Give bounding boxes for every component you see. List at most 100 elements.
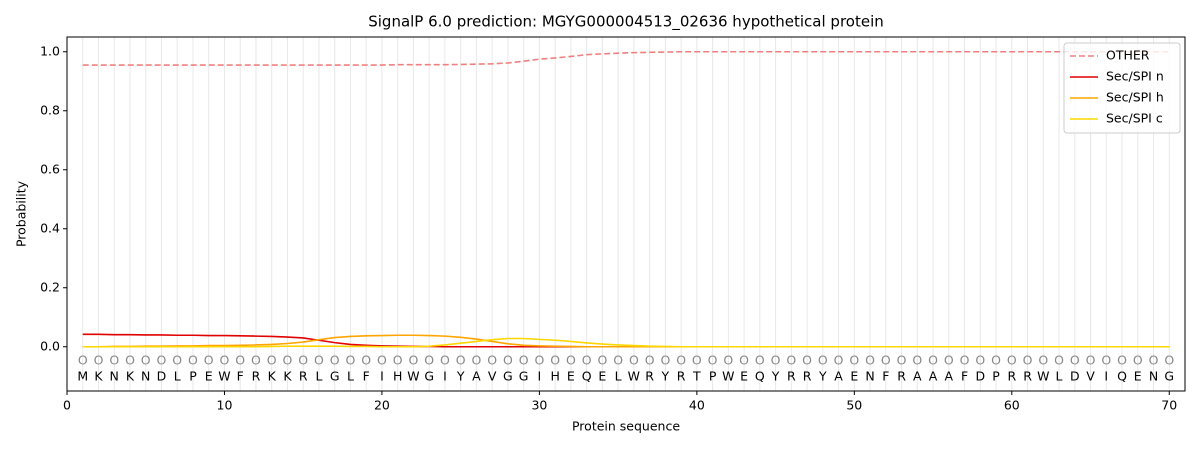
predicted-label: O <box>660 353 670 368</box>
residue: A <box>929 369 938 384</box>
residue: R <box>787 369 796 384</box>
residue: L <box>615 369 622 384</box>
residue: W <box>1037 369 1049 384</box>
y-tick-label: 1.0 <box>40 43 60 58</box>
residue: A <box>834 369 843 384</box>
residue: Y <box>818 369 827 384</box>
residue: N <box>865 369 874 384</box>
residue: I <box>443 369 447 384</box>
predicted-label: O <box>912 353 922 368</box>
residue: W <box>407 369 419 384</box>
residue: L <box>347 369 354 384</box>
residue: V <box>1086 369 1095 384</box>
predicted-label: O <box>157 353 167 368</box>
predicted-label: O <box>1023 353 1033 368</box>
y-tick-label: 0.4 <box>40 220 60 235</box>
residue: R <box>1007 369 1016 384</box>
predicted-label: O <box>1007 353 1017 368</box>
predicted-label: O <box>755 353 765 368</box>
residue: R <box>677 369 686 384</box>
predicted-label: O <box>267 353 277 368</box>
residue: F <box>363 369 370 384</box>
predicted-label: O <box>188 353 198 368</box>
predicted-label: O <box>723 353 733 368</box>
predicted-label: O <box>519 353 529 368</box>
predicted-label: O <box>1101 353 1111 368</box>
residue: R <box>299 369 308 384</box>
legend-box <box>1063 42 1181 134</box>
predicted-label: O <box>613 353 623 368</box>
predicted-label: O <box>109 353 119 368</box>
residue: R <box>1023 369 1032 384</box>
residue: A <box>472 369 481 384</box>
predicted-label: O <box>881 353 891 368</box>
y-axis-label: Probability <box>14 180 29 247</box>
predicted-label: O <box>1038 353 1048 368</box>
series-line <box>82 50 1170 66</box>
predicted-label: O <box>629 353 639 368</box>
residue: V <box>488 369 497 384</box>
x-tick-label: 40 <box>689 398 705 413</box>
predicted-label: O <box>865 353 875 368</box>
residue: N <box>1149 369 1158 384</box>
predicted-label: O <box>1117 353 1127 368</box>
residue: Q <box>755 369 765 384</box>
residue: W <box>628 369 640 384</box>
residue: G <box>1164 369 1174 384</box>
predicted-label: O <box>440 353 450 368</box>
y-tick-label: 0.0 <box>40 338 60 353</box>
predicted-label: O <box>393 353 403 368</box>
x-tick-label: 20 <box>374 398 390 413</box>
residue: M <box>77 369 88 384</box>
residue: P <box>189 369 197 384</box>
residue: K <box>94 369 103 384</box>
x-axis-label: Protein sequence <box>572 419 680 434</box>
residue: H <box>393 369 402 384</box>
predicted-label: O <box>1149 353 1159 368</box>
predicted-label: O <box>786 353 796 368</box>
residue: I <box>538 369 542 384</box>
residue: E <box>850 369 858 384</box>
predicted-label: O <box>314 353 324 368</box>
predicted-label: O <box>204 353 214 368</box>
residue: P <box>992 369 1000 384</box>
predicted-label: O <box>692 353 702 368</box>
predicted-label: O <box>409 353 419 368</box>
predicted-label: O <box>330 353 340 368</box>
residue: G <box>330 369 340 384</box>
predicted-label: O <box>251 353 261 368</box>
residue: D <box>1070 369 1080 384</box>
predicted-label: O <box>597 353 607 368</box>
predicted-label: O <box>534 353 544 368</box>
predicted-label: O <box>991 353 1001 368</box>
predicted-label: O <box>645 353 655 368</box>
residue: G <box>503 369 513 384</box>
predicted-label: O <box>141 353 151 368</box>
residue: W <box>722 369 734 384</box>
residue: P <box>709 369 717 384</box>
predicted-label: O <box>125 353 135 368</box>
residue: G <box>424 369 434 384</box>
residue: Y <box>456 369 465 384</box>
residue: D <box>157 369 167 384</box>
predicted-label: O <box>471 353 481 368</box>
x-tick-label: 10 <box>217 398 233 413</box>
predicted-label: O <box>1054 353 1064 368</box>
predicted-label: O <box>283 353 293 368</box>
predicted-label: O <box>928 353 938 368</box>
predicted-label: O <box>975 353 985 368</box>
predicted-label: O <box>220 353 230 368</box>
residue: L <box>174 369 181 384</box>
residue: H <box>550 369 559 384</box>
residue: F <box>961 369 968 384</box>
x-tick-label: 50 <box>846 398 862 413</box>
predicted-label: O <box>802 353 812 368</box>
predicted-label: O <box>708 353 718 368</box>
y-tick-label: 0.6 <box>40 161 60 176</box>
residue: R <box>897 369 906 384</box>
residue: A <box>913 369 922 384</box>
predicted-label: O <box>1086 353 1096 368</box>
predicted-label: O <box>771 353 781 368</box>
